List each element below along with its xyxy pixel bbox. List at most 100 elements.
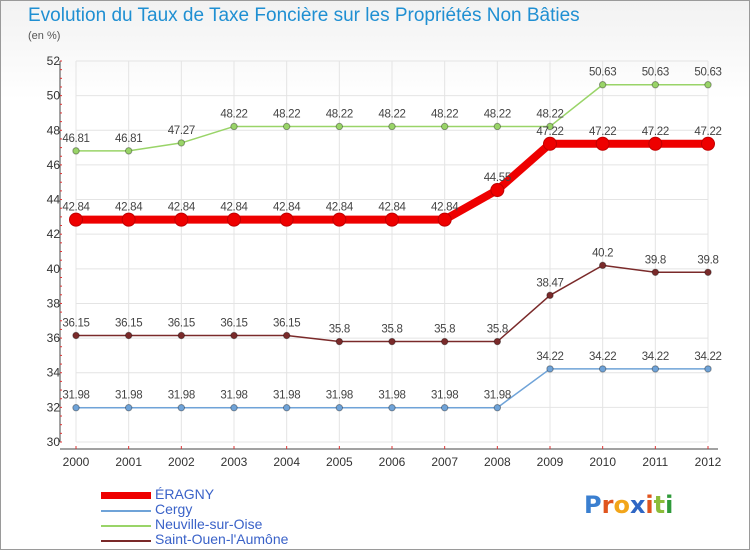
data-label: 34.22 (589, 351, 616, 363)
data-point (72, 404, 80, 412)
data-label: 35.8 (487, 324, 508, 336)
data-label: 48.22 (326, 108, 353, 120)
y-tick-label: 48 (47, 123, 61, 137)
data-point (701, 136, 715, 151)
data-label: 31.98 (168, 390, 195, 402)
data-point (282, 404, 291, 412)
data-label: 42.84 (431, 202, 459, 214)
data-point (174, 212, 189, 227)
data-label: 46.81 (62, 133, 89, 145)
y-tick-label: 44 (47, 193, 61, 207)
y-tick-label: 50 (47, 89, 61, 103)
data-point (279, 212, 294, 227)
x-tick-label: 2011 (642, 455, 668, 469)
x-tick-label: 2004 (273, 455, 300, 469)
data-point (124, 404, 133, 412)
data-point (388, 337, 396, 346)
data-point (124, 331, 133, 340)
data-label: 36.15 (168, 317, 195, 329)
data-label: 34.22 (642, 351, 669, 363)
data-point (282, 122, 291, 131)
data-label: 42.84 (220, 202, 248, 214)
legend-swatch-saint-ouen (101, 540, 151, 542)
data-label: 31.98 (378, 390, 405, 402)
data-point (335, 337, 344, 346)
data-point (493, 404, 502, 412)
data-point (437, 212, 452, 227)
data-label: 36.15 (62, 317, 89, 329)
data-point (177, 331, 186, 340)
data-point (385, 212, 399, 227)
data-label: 31.98 (273, 390, 300, 402)
data-label: 47.22 (694, 126, 721, 138)
x-tick-label: 2008 (484, 455, 511, 469)
data-label: 36.15 (220, 317, 247, 329)
x-tick-label: 2012 (695, 455, 722, 469)
legend-label-neuville: Neuville-sur-Oise (155, 516, 263, 532)
data-point (72, 147, 80, 155)
data-label: 47.22 (642, 126, 669, 138)
y-tick-label: 40 (47, 262, 61, 276)
data-point (543, 136, 557, 151)
data-point (69, 212, 83, 227)
data-label: 39.8 (697, 254, 718, 266)
y-tick-label: 36 (47, 331, 61, 345)
legend-swatch-eragny (101, 492, 151, 499)
data-label: 50.63 (589, 67, 616, 79)
data-point (704, 81, 712, 89)
data-point (388, 122, 396, 131)
chart-title: Evolution du Taux de Taxe Foncière sur l… (28, 5, 580, 26)
proxiti-logo: Proxiti (584, 491, 673, 519)
logo-letter: t (653, 491, 666, 519)
data-point (124, 147, 133, 155)
data-label: 34.22 (536, 351, 563, 363)
data-point (704, 268, 712, 276)
data-label: 31.98 (326, 390, 353, 402)
data-point (598, 261, 607, 270)
data-point (490, 183, 505, 198)
data-label: 42.84 (326, 202, 354, 214)
x-tick-label: 2005 (326, 455, 353, 469)
y-tick-label: 52 (47, 54, 61, 68)
data-label: 35.8 (329, 324, 350, 336)
data-point (177, 404, 186, 412)
data-label: 42.84 (273, 202, 301, 214)
data-point (648, 136, 663, 151)
data-label: 36.15 (115, 317, 142, 329)
data-point (651, 81, 660, 89)
data-point (230, 122, 238, 131)
y-tick-label: 30 (47, 435, 61, 449)
y-tick-label: 32 (47, 400, 61, 414)
data-label: 35.8 (381, 324, 402, 336)
x-tick-label: 2010 (589, 455, 616, 469)
data-label: 48.22 (484, 108, 511, 120)
data-label: 36.15 (273, 317, 300, 329)
data-point (335, 404, 344, 412)
logo-letter: x (629, 491, 646, 519)
data-point (598, 81, 607, 89)
data-label: 42.84 (168, 202, 196, 214)
y-tick-label: 34 (47, 366, 61, 380)
x-tick-label: 2009 (537, 455, 564, 469)
data-label: 48.22 (220, 108, 247, 120)
legend-label-saint-ouen: Saint-Ouen-l'Aumône (155, 531, 289, 547)
data-point (595, 136, 610, 151)
data-point (440, 122, 449, 131)
data-label: 48.22 (378, 108, 405, 120)
data-label: 31.98 (484, 390, 511, 402)
data-label: 31.98 (220, 390, 247, 402)
data-label: 34.22 (694, 351, 721, 363)
y-tick-label: 38 (47, 296, 61, 310)
data-point (72, 331, 80, 340)
data-point (388, 404, 396, 412)
y-tick-label: 42 (47, 227, 61, 241)
data-label: 47.22 (536, 126, 563, 138)
data-label: 40.2 (592, 247, 613, 259)
data-label: 48.22 (431, 108, 458, 120)
data-point (230, 331, 238, 340)
data-label: 42.84 (115, 202, 143, 214)
data-point (227, 212, 241, 227)
data-label: 50.63 (694, 67, 721, 79)
data-label: 31.98 (115, 390, 142, 402)
y-tick-label: 46 (47, 158, 61, 172)
